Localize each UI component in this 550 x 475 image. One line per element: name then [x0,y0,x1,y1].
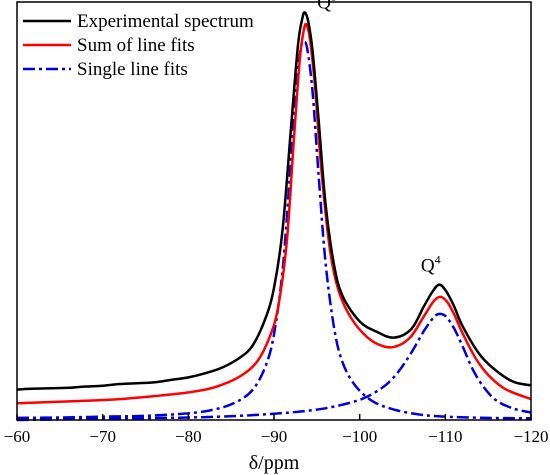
annotation-layer: Q3 Q4 [317,0,440,277]
x-tick-label: −60 [4,427,31,446]
x-axis-label: δ/ppm [249,452,300,474]
legend-label-1: Sum of line fits [77,35,195,56]
series-line-1 [16,22,532,405]
x-tick-label: −120 [513,427,548,446]
x-tick-label: −90 [261,427,288,446]
legend-label-0: Experimental spectrum [77,11,254,32]
tick-layer: −60 −70 −80 −90 −100 −110 −120 [4,414,549,446]
series-line-0 [16,11,532,391]
legend: Experimental spectrum Sum of line fits Sin… [23,11,254,80]
series-layer [16,11,532,422]
x-tick-label: −110 [428,427,462,446]
x-tick-label: −100 [342,427,377,446]
series-line-2 [16,40,532,420]
x-tick-label: −70 [89,427,116,446]
legend-label-2: Single line fits [77,59,188,80]
x-tick-label: −80 [175,427,202,446]
peak-annotation-0: Q3 [317,0,337,13]
peak-annotation-1: Q4 [421,253,441,277]
series-line-3 [16,312,532,422]
